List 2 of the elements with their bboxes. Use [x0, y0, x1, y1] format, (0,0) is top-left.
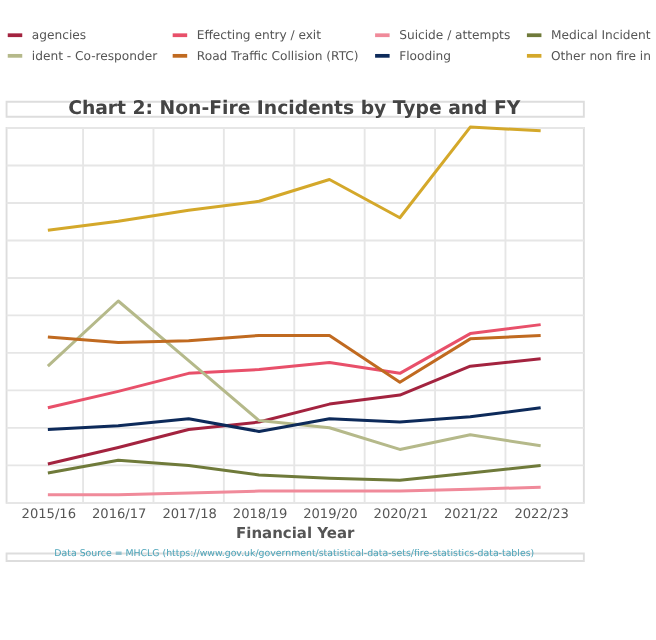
x-axis-title: Financial Year — [236, 524, 355, 543]
chart-title: Chart 2: Non-Fire Incidents by Type and FY — [68, 97, 521, 120]
